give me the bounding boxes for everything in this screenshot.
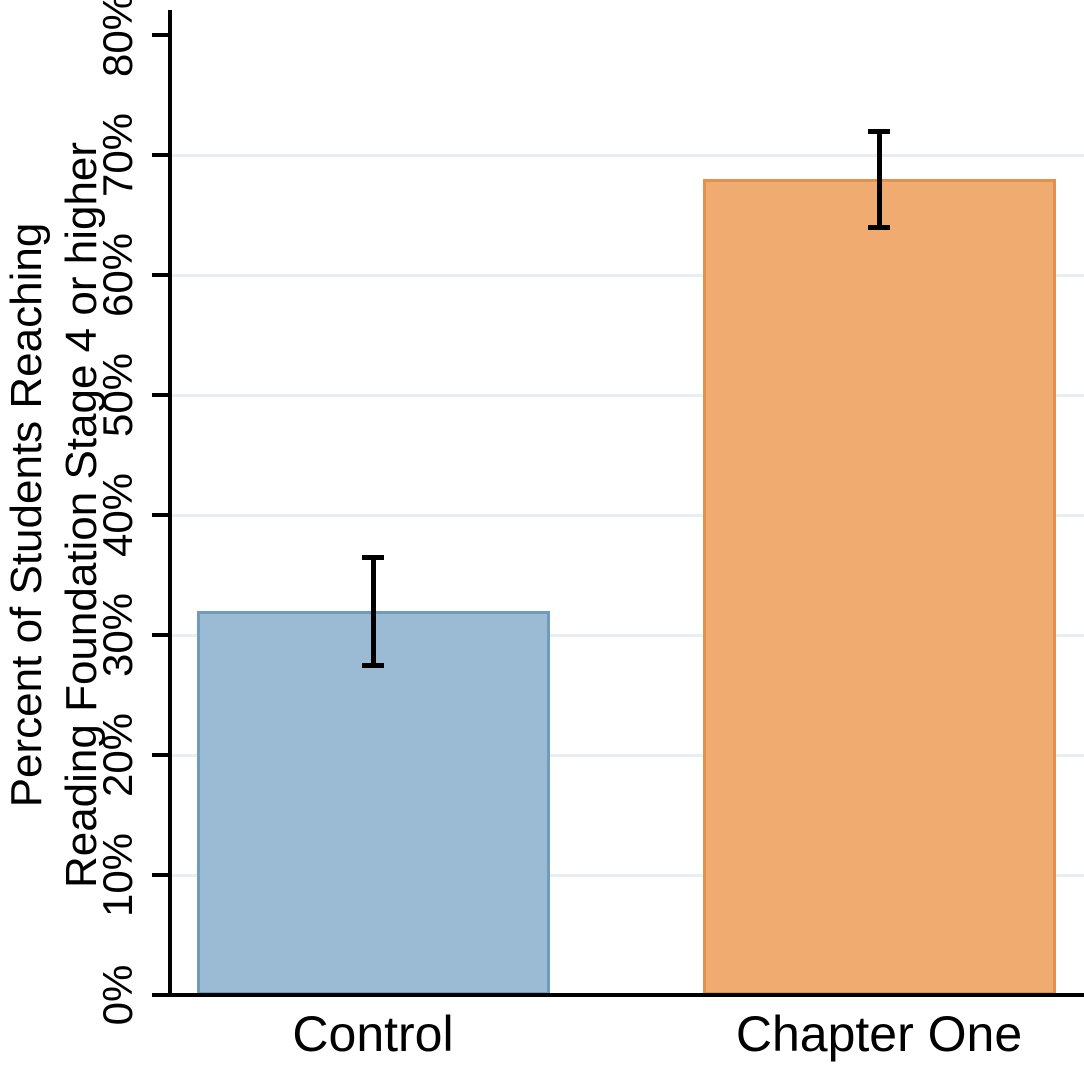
- y-tick-10-percent: [152, 873, 170, 877]
- gridline-50-percent: [172, 394, 1084, 397]
- y-tick-60-percent: [152, 273, 170, 277]
- gridline-30-percent: [172, 634, 1084, 637]
- error-bar-cap-top-chapter-one: [868, 129, 890, 134]
- gridline-70-percent: [172, 154, 1084, 157]
- gridline-60-percent: [172, 274, 1084, 277]
- y-axis-line: [168, 10, 172, 997]
- y-tick-30-percent: [152, 633, 170, 637]
- y-tick-20-percent: [152, 753, 170, 757]
- y-tick-40-percent: [152, 513, 170, 517]
- error-bar-cap-bottom-control: [362, 663, 384, 668]
- error-bar-cap-bottom-chapter-one: [868, 225, 890, 230]
- x-category-label-chapter-one: Chapter One: [735, 1006, 1023, 1062]
- gridline-10-percent: [172, 874, 1084, 877]
- gridline-40-percent: [172, 514, 1084, 517]
- x-axis-line: [168, 993, 1084, 997]
- bar-chapter-one: [702, 179, 1056, 995]
- y-tick-50-percent: [152, 393, 170, 397]
- y-tick-70-percent: [152, 153, 170, 157]
- error-bar-line-chapter-one: [877, 131, 882, 227]
- y-tick-0-percent: [152, 993, 170, 997]
- error-bar-cap-top-control: [362, 555, 384, 560]
- y-tick-80-percent: [152, 33, 170, 37]
- x-category-label-control: Control: [292, 1006, 454, 1062]
- error-bar-line-control: [371, 557, 376, 665]
- gridline-20-percent: [172, 754, 1084, 757]
